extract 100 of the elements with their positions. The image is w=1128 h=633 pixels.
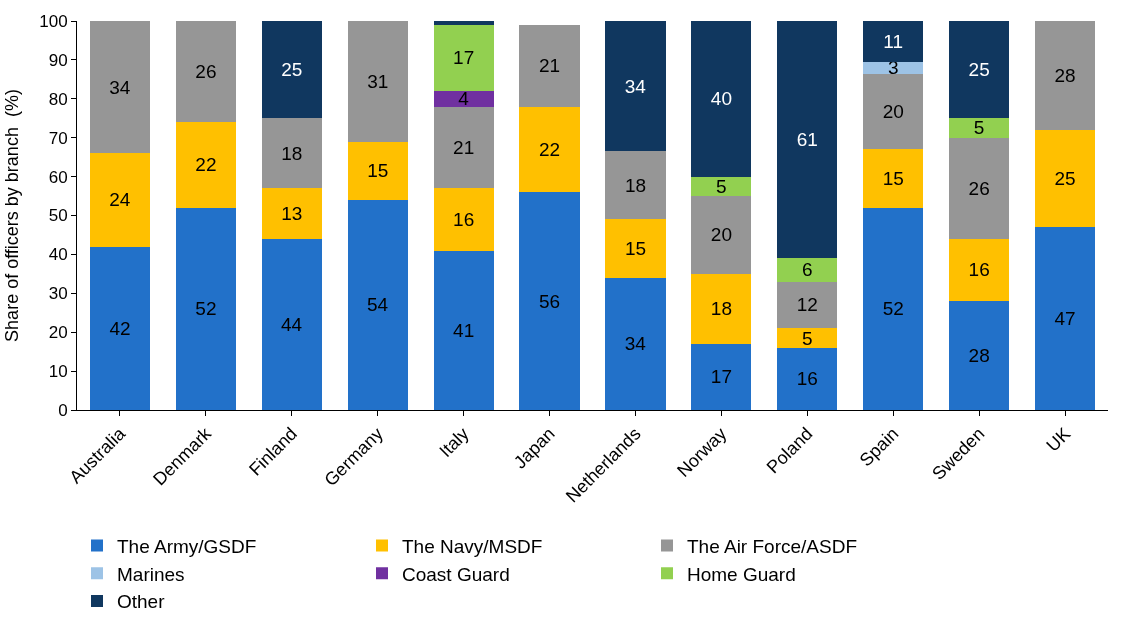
- bar: [691, 21, 752, 177]
- bar: [863, 73, 924, 150]
- y-tick-label: 60: [48, 167, 68, 187]
- data-label: 28: [968, 345, 990, 367]
- bar: [691, 273, 752, 344]
- bar: [605, 219, 666, 278]
- data-label: 16: [968, 259, 990, 281]
- y-tick-label: 30: [48, 284, 68, 304]
- legend-label: Other: [117, 591, 166, 613]
- data-label: 26: [195, 61, 217, 83]
- bar: [175, 21, 236, 123]
- bar: [777, 328, 838, 348]
- data-label: 5: [973, 117, 985, 139]
- data-label: 47: [1054, 308, 1076, 330]
- data-label: 15: [367, 160, 389, 182]
- bar: [863, 149, 924, 208]
- data-label: 18: [710, 298, 732, 320]
- data-label: 16: [453, 208, 475, 230]
- y-tick-label: 20: [48, 323, 68, 343]
- data-label: 4: [458, 88, 470, 110]
- y-axis-title: Share of officers by branch (%): [2, 89, 23, 342]
- data-label: 21: [538, 55, 561, 77]
- data-label: 54: [366, 294, 389, 316]
- bar: [777, 281, 838, 329]
- data-label: 13: [281, 203, 303, 225]
- data-label: 25: [968, 59, 990, 81]
- data-label: 12: [796, 294, 818, 316]
- x-tick-label: Italy: [435, 423, 473, 462]
- data-label: 28: [1054, 64, 1076, 86]
- bar: [433, 188, 494, 251]
- bar: [777, 21, 838, 259]
- data-label: 52: [195, 298, 217, 320]
- data-label: 22: [195, 154, 217, 176]
- data-label: 41: [453, 319, 475, 341]
- bar: [433, 91, 494, 107]
- data-label: 20: [882, 100, 904, 122]
- bar: [175, 122, 236, 208]
- legend-label: The Air Force/ASDF: [687, 535, 857, 557]
- y-tick-label: 100: [39, 11, 68, 31]
- bar: [1034, 129, 1096, 228]
- y-tick-label: 0: [58, 400, 68, 420]
- data-label: 18: [624, 174, 647, 196]
- data-label: 34: [624, 75, 647, 97]
- bar: [433, 24, 494, 92]
- y-tick-label: 80: [48, 89, 68, 109]
- bar: [433, 106, 494, 189]
- legend-label: Home Guard: [687, 563, 796, 585]
- data-label: 40: [710, 88, 732, 110]
- data-label: 22: [538, 138, 561, 160]
- y-tick-label: 10: [48, 362, 68, 382]
- bar: [175, 207, 236, 410]
- bar: [863, 61, 924, 74]
- bar: [347, 21, 408, 142]
- bar: [89, 153, 151, 247]
- data-label: 25: [1054, 168, 1076, 190]
- legend-label: Coast Guard: [402, 563, 510, 585]
- data-label: 34: [109, 76, 131, 98]
- bar: [777, 347, 838, 410]
- bar: [605, 151, 666, 220]
- y-tick-label: 70: [48, 128, 68, 148]
- bar: [261, 118, 322, 189]
- bar: [863, 21, 924, 62]
- data-label: 15: [882, 168, 904, 190]
- bar: [261, 238, 322, 410]
- data-label: 5: [716, 175, 727, 197]
- legend-label: Marines: [117, 563, 185, 585]
- bar: [605, 21, 666, 152]
- bar: [949, 238, 1010, 302]
- data-label: 15: [624, 238, 647, 260]
- legend-label: The Army/GSDF: [117, 535, 257, 557]
- bar: [863, 207, 924, 410]
- x-tick-label: UK: [1042, 423, 1075, 456]
- bar: [691, 176, 752, 197]
- bar: [691, 196, 752, 274]
- bar: [433, 250, 494, 410]
- y-tick-label: 50: [48, 206, 68, 226]
- data-label: 16: [796, 368, 818, 390]
- data-label: 6: [802, 259, 813, 281]
- data-label: 21: [453, 136, 475, 158]
- y-tick-label: 90: [48, 50, 68, 70]
- bar: [347, 141, 408, 200]
- bar: [605, 277, 666, 410]
- data-label: 5: [802, 327, 813, 349]
- data-label: 61: [796, 129, 818, 151]
- bar: [949, 21, 1010, 119]
- data-label: 25: [281, 59, 303, 81]
- data-label: 17: [710, 366, 732, 388]
- bar: [1034, 21, 1096, 130]
- bar: [261, 188, 322, 239]
- bar: [519, 106, 580, 193]
- bar: [949, 137, 1010, 239]
- bar: [519, 192, 580, 410]
- y-tick-label: 40: [48, 245, 68, 265]
- bar: [949, 118, 1010, 138]
- bar: [949, 301, 1010, 410]
- legend-label: The Navy/MSDF: [402, 535, 543, 557]
- data-label: 17: [453, 47, 475, 69]
- data-label: 31: [367, 70, 389, 92]
- bar: [691, 343, 752, 410]
- bar: [261, 21, 322, 119]
